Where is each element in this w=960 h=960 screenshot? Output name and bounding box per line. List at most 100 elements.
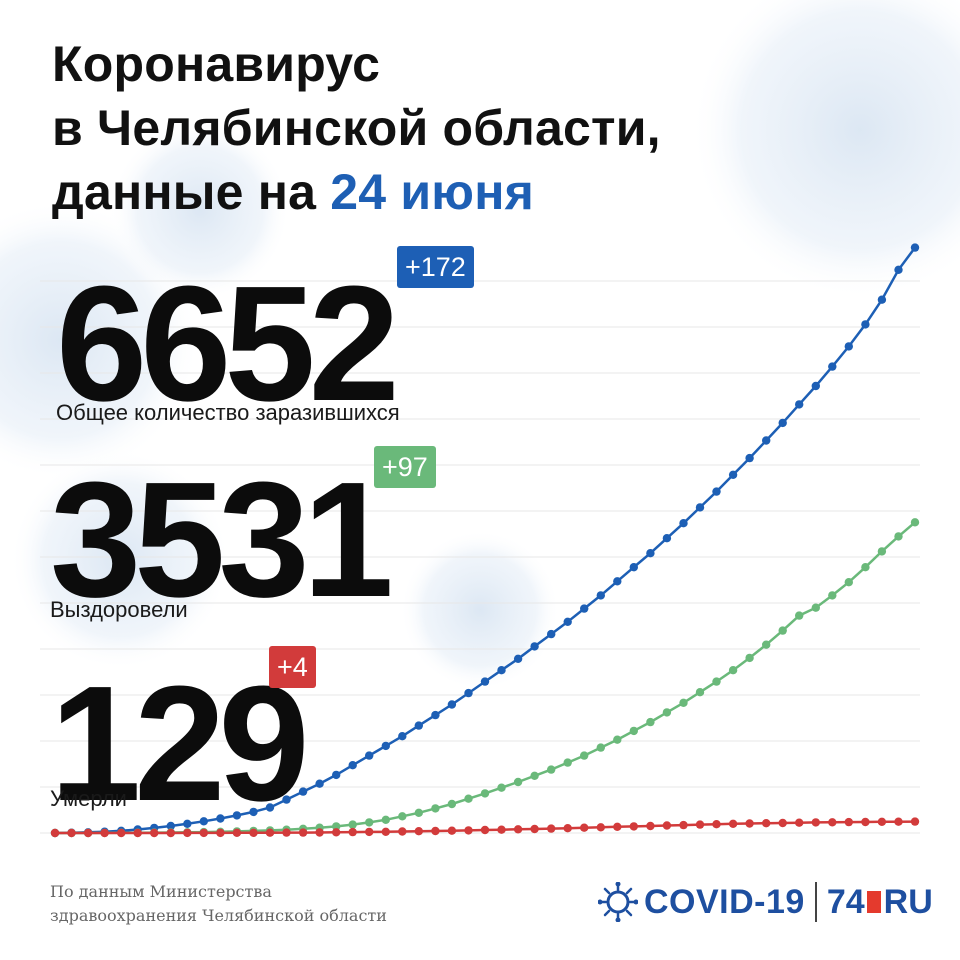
data-point [910, 243, 920, 252]
data-point [728, 470, 738, 479]
data-point [828, 591, 837, 600]
data-point [315, 828, 324, 837]
data-point [778, 818, 787, 828]
data-point [894, 532, 903, 541]
data-point [265, 803, 275, 812]
data-point [695, 820, 705, 829]
data-point [513, 825, 523, 834]
data-point [596, 823, 605, 832]
data-point [795, 611, 804, 620]
data-point [596, 743, 605, 752]
data-point [83, 828, 93, 838]
data-point [365, 818, 374, 827]
data-point [298, 828, 308, 837]
data-point [778, 626, 787, 635]
data-point [844, 817, 853, 827]
data-point [332, 828, 341, 837]
data-point [910, 518, 920, 527]
data-point [332, 770, 341, 780]
data-point [447, 799, 457, 809]
data-point [50, 828, 60, 838]
data-point [365, 751, 374, 760]
source-line-2: здравоохранения Челябинской области [50, 906, 387, 925]
data-point [530, 824, 539, 834]
data-point [216, 828, 225, 838]
data-point [497, 825, 506, 834]
recovered-count: 3531 [50, 448, 394, 631]
data-point [844, 578, 853, 587]
data-point [728, 819, 738, 828]
data-point [795, 400, 804, 409]
data-point [398, 827, 407, 836]
data-point [166, 828, 175, 838]
title-line-3: данные на 24 июня [52, 160, 661, 224]
data-point [398, 812, 407, 821]
data-point [662, 708, 672, 717]
data-point [464, 794, 473, 803]
data-point [464, 688, 473, 698]
logo-red-square-icon [866, 891, 881, 913]
data-point [282, 828, 291, 837]
data-point [828, 362, 837, 371]
data-point [547, 629, 556, 639]
data-point [580, 751, 589, 760]
recovered-label: Выздоровели [50, 597, 188, 622]
data-point [249, 828, 258, 837]
data-point [381, 741, 390, 751]
data-point [133, 828, 142, 838]
data-point [232, 828, 242, 837]
data-point [844, 342, 853, 351]
data-point [513, 654, 523, 663]
data-point [431, 804, 440, 813]
data-point [398, 732, 407, 741]
data-point [348, 761, 357, 770]
data-point [381, 827, 390, 836]
data-point [662, 534, 672, 543]
data-point [679, 820, 688, 830]
data-point [414, 721, 423, 730]
data-point [580, 823, 589, 832]
data-point [695, 503, 705, 512]
series-2 [50, 817, 920, 838]
data-point [745, 453, 754, 463]
data-point [348, 827, 357, 837]
data-point [150, 828, 159, 838]
data-point [762, 819, 771, 828]
data-point [298, 787, 308, 796]
data-point [646, 717, 655, 727]
data-point [67, 828, 76, 838]
data-point [563, 824, 572, 833]
data-point [762, 640, 771, 649]
chart-gridlines [40, 280, 920, 834]
title-line-1: Коронавирус [52, 36, 381, 92]
data-point [348, 820, 357, 829]
data-point [877, 295, 887, 304]
covid-74ru-logo: COVID-19 74 RU [598, 872, 933, 932]
data-point [613, 577, 622, 586]
data-point [629, 726, 638, 736]
data-point [695, 688, 705, 697]
virus-icon [598, 882, 638, 922]
data-point [414, 827, 423, 836]
data-point [613, 822, 622, 831]
data-point [431, 826, 440, 836]
data-point [547, 824, 556, 833]
data-point [811, 818, 820, 827]
data-point [580, 604, 589, 613]
data-point [547, 765, 556, 774]
data-point [232, 811, 242, 820]
data-point [762, 436, 771, 445]
recovered-delta-badge: +97 [374, 446, 436, 488]
deaths-label: Умерли [50, 786, 127, 811]
logo-ru-text: RU [883, 882, 933, 921]
data-point [894, 817, 903, 826]
data-point [414, 808, 423, 817]
infected-count: 6652 [56, 252, 400, 435]
data-point [480, 789, 490, 798]
data-point [183, 819, 192, 828]
data-point [480, 677, 490, 686]
logo-separator [814, 882, 817, 922]
data-point [778, 418, 787, 428]
